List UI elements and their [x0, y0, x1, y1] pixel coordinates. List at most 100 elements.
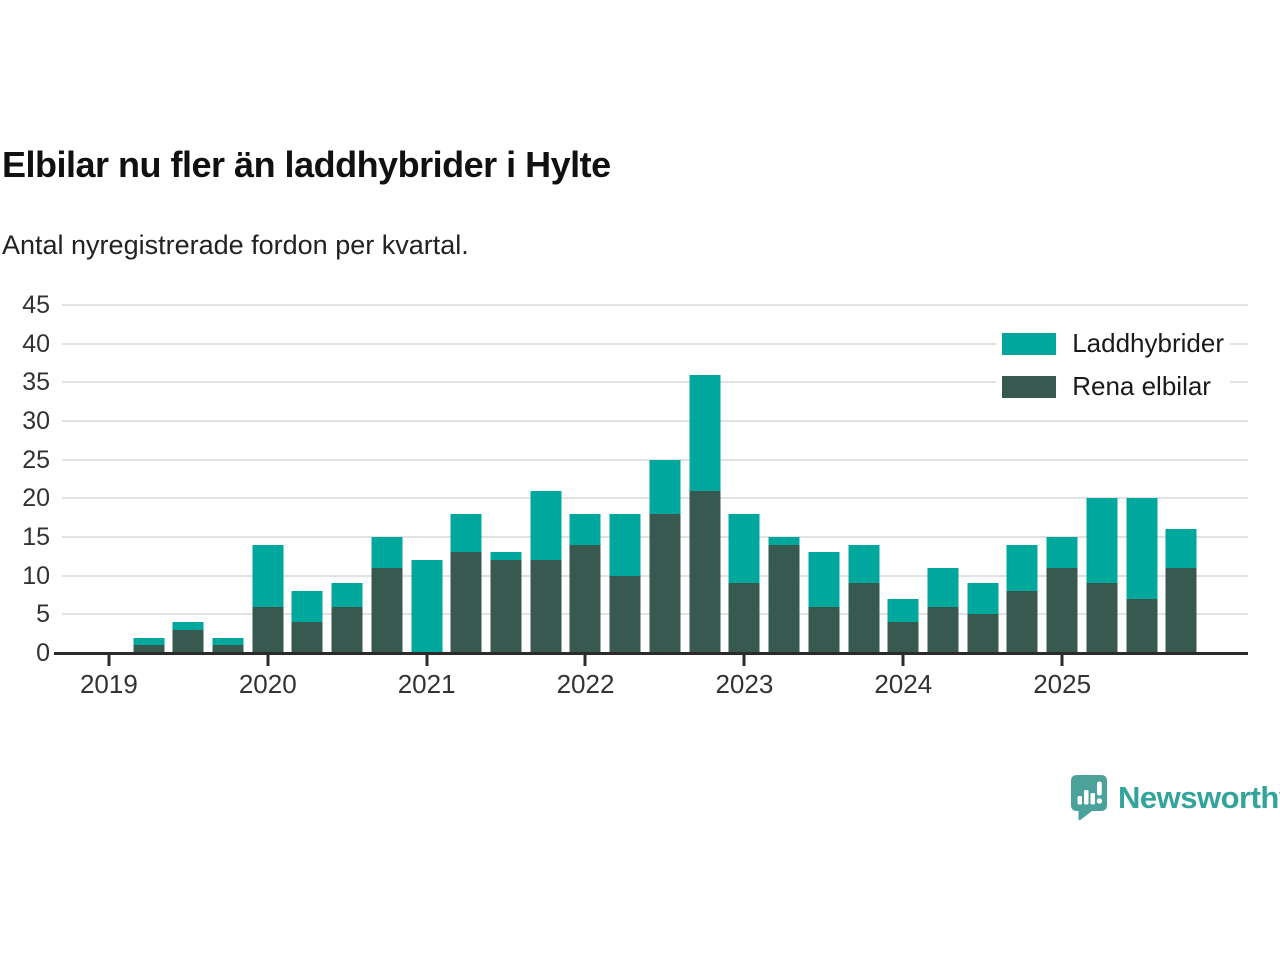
bar-slot	[327, 305, 367, 653]
x-axis-year-label: 2025	[1033, 669, 1092, 699]
stacked-bar	[530, 490, 562, 653]
gridline	[62, 381, 1248, 384]
segment-laddhybrider	[649, 459, 681, 514]
brand-footer: Newsworthy	[1070, 774, 1280, 821]
bar-slot: 2019	[80, 305, 138, 699]
segment-laddhybrider	[212, 637, 244, 646]
segment-rena-elbilar	[490, 560, 522, 653]
segment-laddhybrider	[1165, 529, 1197, 568]
chart-title: Elbilar nu fler än laddhybrider i Hylte	[2, 144, 611, 185]
segment-rena-elbilar	[808, 606, 840, 653]
stacked-bar	[887, 598, 919, 653]
segment-laddhybrider	[848, 544, 880, 584]
bar-slot	[1161, 305, 1201, 653]
x-axis-tick	[1060, 655, 1064, 666]
segment-laddhybrider	[490, 552, 522, 561]
segment-rena-elbilar	[371, 567, 403, 653]
brand-name: Newsworthy	[1118, 779, 1280, 815]
stacked-bar	[1126, 498, 1158, 653]
bar-slot: 2023	[715, 305, 773, 699]
segment-laddhybrider	[1006, 544, 1038, 592]
segment-laddhybrider	[530, 490, 562, 561]
stacked-bar	[1165, 529, 1197, 653]
segment-rena-elbilar	[530, 560, 562, 653]
y-axis-label: 45	[22, 291, 50, 319]
segment-rena-elbilar	[133, 645, 165, 653]
segment-rena-elbilar	[569, 544, 601, 653]
x-axis-tick	[425, 655, 429, 666]
segment-laddhybrider	[569, 513, 601, 545]
stacked-bar	[172, 622, 204, 653]
bar-slot	[367, 305, 407, 653]
segment-laddhybrider	[1126, 498, 1158, 599]
segment-laddhybrider	[172, 622, 204, 630]
x-axis-year-label: 2019	[79, 669, 138, 699]
segment-laddhybrider	[291, 591, 323, 623]
segment-rena-elbilar	[689, 490, 721, 653]
bar-slot	[129, 305, 169, 653]
bar-slot	[764, 305, 804, 653]
segment-rena-elbilar	[331, 606, 363, 653]
bar-slot: 2021	[398, 305, 456, 699]
bars-container: 2019 2020 2021 2022 2023 2024 2025	[80, 305, 1201, 699]
stacked-bar	[490, 552, 522, 653]
stacked-bar	[689, 374, 721, 653]
x-axis-year-label: 2022	[556, 669, 615, 699]
bar-slot	[168, 305, 208, 653]
stacked-bar	[291, 591, 323, 653]
stacked-bar	[411, 560, 443, 653]
logo-bar-icon	[1084, 790, 1089, 805]
bar-slot: 2025	[1033, 305, 1091, 699]
bar-slot	[1122, 305, 1162, 653]
segment-rena-elbilar	[887, 622, 919, 653]
gridline	[62, 420, 1248, 422]
segment-rena-elbilar	[728, 583, 760, 653]
segment-rena-elbilar	[1165, 567, 1197, 653]
legend-swatch	[1002, 332, 1057, 355]
segment-rena-elbilar	[609, 575, 641, 653]
stacked-bar	[728, 513, 760, 653]
segment-laddhybrider	[1046, 537, 1078, 568]
legend: Laddhybrider Rena elbilar	[996, 327, 1230, 403]
y-axis-label: 20	[22, 484, 50, 513]
segment-rena-elbilar	[1046, 567, 1078, 653]
bar-slot	[605, 305, 645, 653]
stacked-bar	[450, 513, 482, 653]
segment-rena-elbilar	[967, 614, 999, 653]
x-axis-line	[54, 652, 1248, 655]
legend-item: Laddhybrider	[996, 327, 1230, 360]
gridline	[62, 342, 1248, 345]
stacked-bar	[371, 537, 403, 653]
bar-slot	[526, 305, 566, 653]
bar-slot	[486, 305, 526, 653]
segment-rena-elbilar	[1086, 583, 1118, 653]
stacked-bar	[1046, 537, 1078, 653]
logo-exclamation-dot-icon	[1096, 798, 1103, 804]
legend-label: Laddhybrider	[1072, 328, 1224, 358]
segment-laddhybrider	[728, 513, 760, 584]
segment-laddhybrider	[967, 583, 999, 615]
stacked-bar	[569, 513, 601, 653]
y-axis-label: 5	[36, 600, 50, 629]
gridline	[62, 458, 1248, 461]
legend-swatch	[1002, 375, 1057, 398]
stacked-bar	[133, 637, 165, 653]
bar-slot	[685, 305, 725, 653]
y-axis-label: 0	[36, 639, 50, 667]
stacked-bar	[649, 459, 681, 653]
x-axis-tick	[107, 655, 111, 666]
segment-rena-elbilar	[172, 629, 204, 653]
y-axis-label: 40	[22, 329, 50, 358]
segment-rena-elbilar	[291, 622, 323, 653]
y-axis-label: 25	[22, 445, 50, 474]
stacked-bar	[212, 637, 244, 653]
bar-slot	[208, 305, 248, 653]
x-axis-year-label: 2024	[874, 669, 933, 699]
x-axis-year-label: 2023	[715, 669, 774, 699]
bar-slot: 2022	[557, 305, 614, 699]
gridline	[62, 304, 1248, 306]
bar-slot	[923, 305, 963, 653]
legend-label: Rena elbilar	[1072, 371, 1211, 401]
segment-rena-elbilar	[768, 544, 800, 653]
